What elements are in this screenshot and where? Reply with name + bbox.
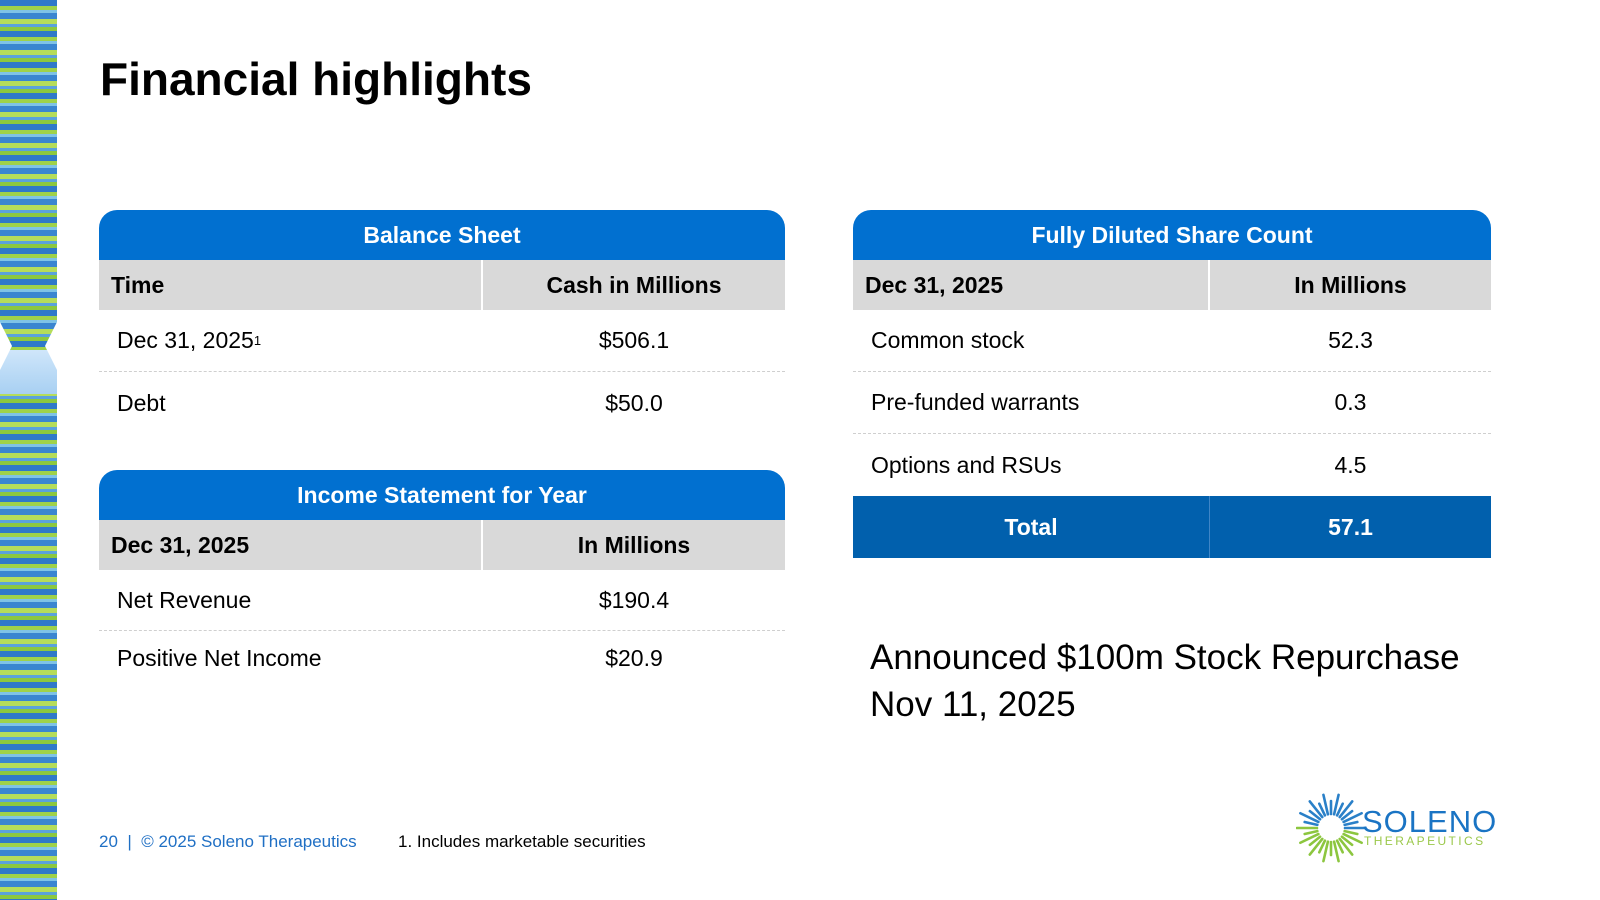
total-value: 57.1: [1328, 513, 1373, 540]
logo-ray: [1308, 837, 1324, 856]
sun-burst-icon: [1296, 793, 1366, 863]
column-header-date: Dec 31, 2025: [853, 260, 1210, 310]
announcement-line-2: Nov 11, 2025: [870, 685, 1076, 724]
table-row: Options and RSUs 4.5: [853, 434, 1491, 496]
logo-ray: [1308, 835, 1322, 847]
announcement-line-1: Announced $100m Stock Repurchase: [870, 638, 1460, 677]
income-statement-column-row: Dec 31, 2025 In Millions: [99, 520, 785, 570]
logo-ray: [1340, 809, 1354, 821]
logo-ray: [1335, 802, 1345, 817]
row-label: Positive Net Income: [117, 645, 322, 671]
column-header-time: Time: [99, 260, 483, 310]
row-label: Debt: [117, 389, 166, 416]
row-value: 0.3: [1334, 389, 1367, 415]
column-header-millions: In Millions: [1294, 271, 1407, 298]
logo-ray: [1340, 835, 1354, 847]
table-row: Positive Net Income $20.9: [99, 631, 785, 686]
logo-ray: [1322, 793, 1330, 816]
logo-ray: [1332, 793, 1340, 816]
table-row: Pre-funded warrants 0.3: [853, 372, 1491, 434]
row-label-text: Dec 31, 2025: [117, 327, 254, 353]
logo-ray: [1343, 820, 1359, 827]
share-count-table: Fully Diluted Share Count Dec 31, 2025 I…: [853, 210, 1491, 558]
logo-ray: [1317, 802, 1327, 817]
row-label: Options and RSUs: [871, 451, 1062, 478]
income-statement-header: Income Statement for Year: [99, 470, 785, 520]
logo-ray: [1299, 811, 1320, 824]
logo-ray: [1308, 809, 1322, 821]
logo-ray: [1342, 832, 1363, 845]
logo-ray: [1303, 829, 1319, 836]
table-row: Dec 31, 2025 1 $506.1: [99, 310, 785, 372]
balance-sheet-table: Balance Sheet Time Cash in Millions Dec …: [99, 210, 785, 434]
logo-ray: [1299, 832, 1320, 845]
logo-ray: [1303, 820, 1319, 827]
logo-ray: [1308, 800, 1324, 819]
row-label: Common stock: [871, 327, 1025, 353]
row-label: Pre-funded warrants: [871, 389, 1080, 415]
total-label: Total: [853, 496, 1210, 558]
logo-ray: [1335, 839, 1345, 854]
logo-subtitle: THERAPEUTICS: [1364, 834, 1486, 848]
income-statement-table: Income Statement for Year Dec 31, 2025 I…: [99, 470, 785, 686]
row-value: $20.9: [605, 645, 663, 671]
announcement: Announced $100m Stock Repurchase Nov 11,…: [870, 634, 1460, 728]
table-row: Net Revenue $190.4: [99, 570, 785, 631]
total-row: Total 57.1: [853, 496, 1491, 558]
balance-sheet-header: Balance Sheet: [99, 210, 785, 260]
share-count-column-row: Dec 31, 2025 In Millions: [853, 260, 1491, 310]
soleno-logo: SOLENO THERAPEUTICS: [1296, 790, 1496, 866]
logo-ray: [1342, 811, 1363, 824]
row-label: Net Revenue: [117, 586, 252, 613]
logo-ray: [1338, 800, 1354, 819]
row-value: 52.3: [1328, 327, 1373, 353]
share-count-header: Fully Diluted Share Count: [853, 210, 1491, 260]
column-header-cash: Cash in Millions: [546, 271, 722, 298]
row-value: $190.4: [598, 586, 670, 613]
strip-pinch-right: [45, 322, 57, 370]
row-value: 4.5: [1334, 451, 1367, 478]
strip-pinch-left: [0, 322, 12, 370]
footnote: 1. Includes marketable securities: [398, 832, 646, 851]
row-value: $506.1: [598, 327, 670, 353]
table-row: Debt $50.0: [99, 372, 785, 434]
row-value: $50.0: [605, 389, 663, 416]
page-title: Financial highlights: [100, 53, 532, 105]
column-header-date: Dec 31, 2025: [99, 520, 483, 570]
logo-ray: [1332, 840, 1340, 863]
logo-ray: [1317, 839, 1327, 854]
logo-ray: [1322, 840, 1330, 863]
row-label: Dec 31, 2025 1: [117, 327, 262, 353]
column-header-millions: In Millions: [577, 531, 691, 558]
table-row: Common stock 52.3: [853, 310, 1491, 372]
decorative-chromosome-strip: [0, 0, 57, 900]
logo-name: SOLENO: [1362, 804, 1498, 839]
footer-page-copyright: 20 | © 2025 Soleno Therapeutics: [99, 832, 357, 851]
logo-ray: [1343, 829, 1359, 836]
logo-ray: [1338, 837, 1354, 856]
balance-sheet-column-row: Time Cash in Millions: [99, 260, 785, 310]
